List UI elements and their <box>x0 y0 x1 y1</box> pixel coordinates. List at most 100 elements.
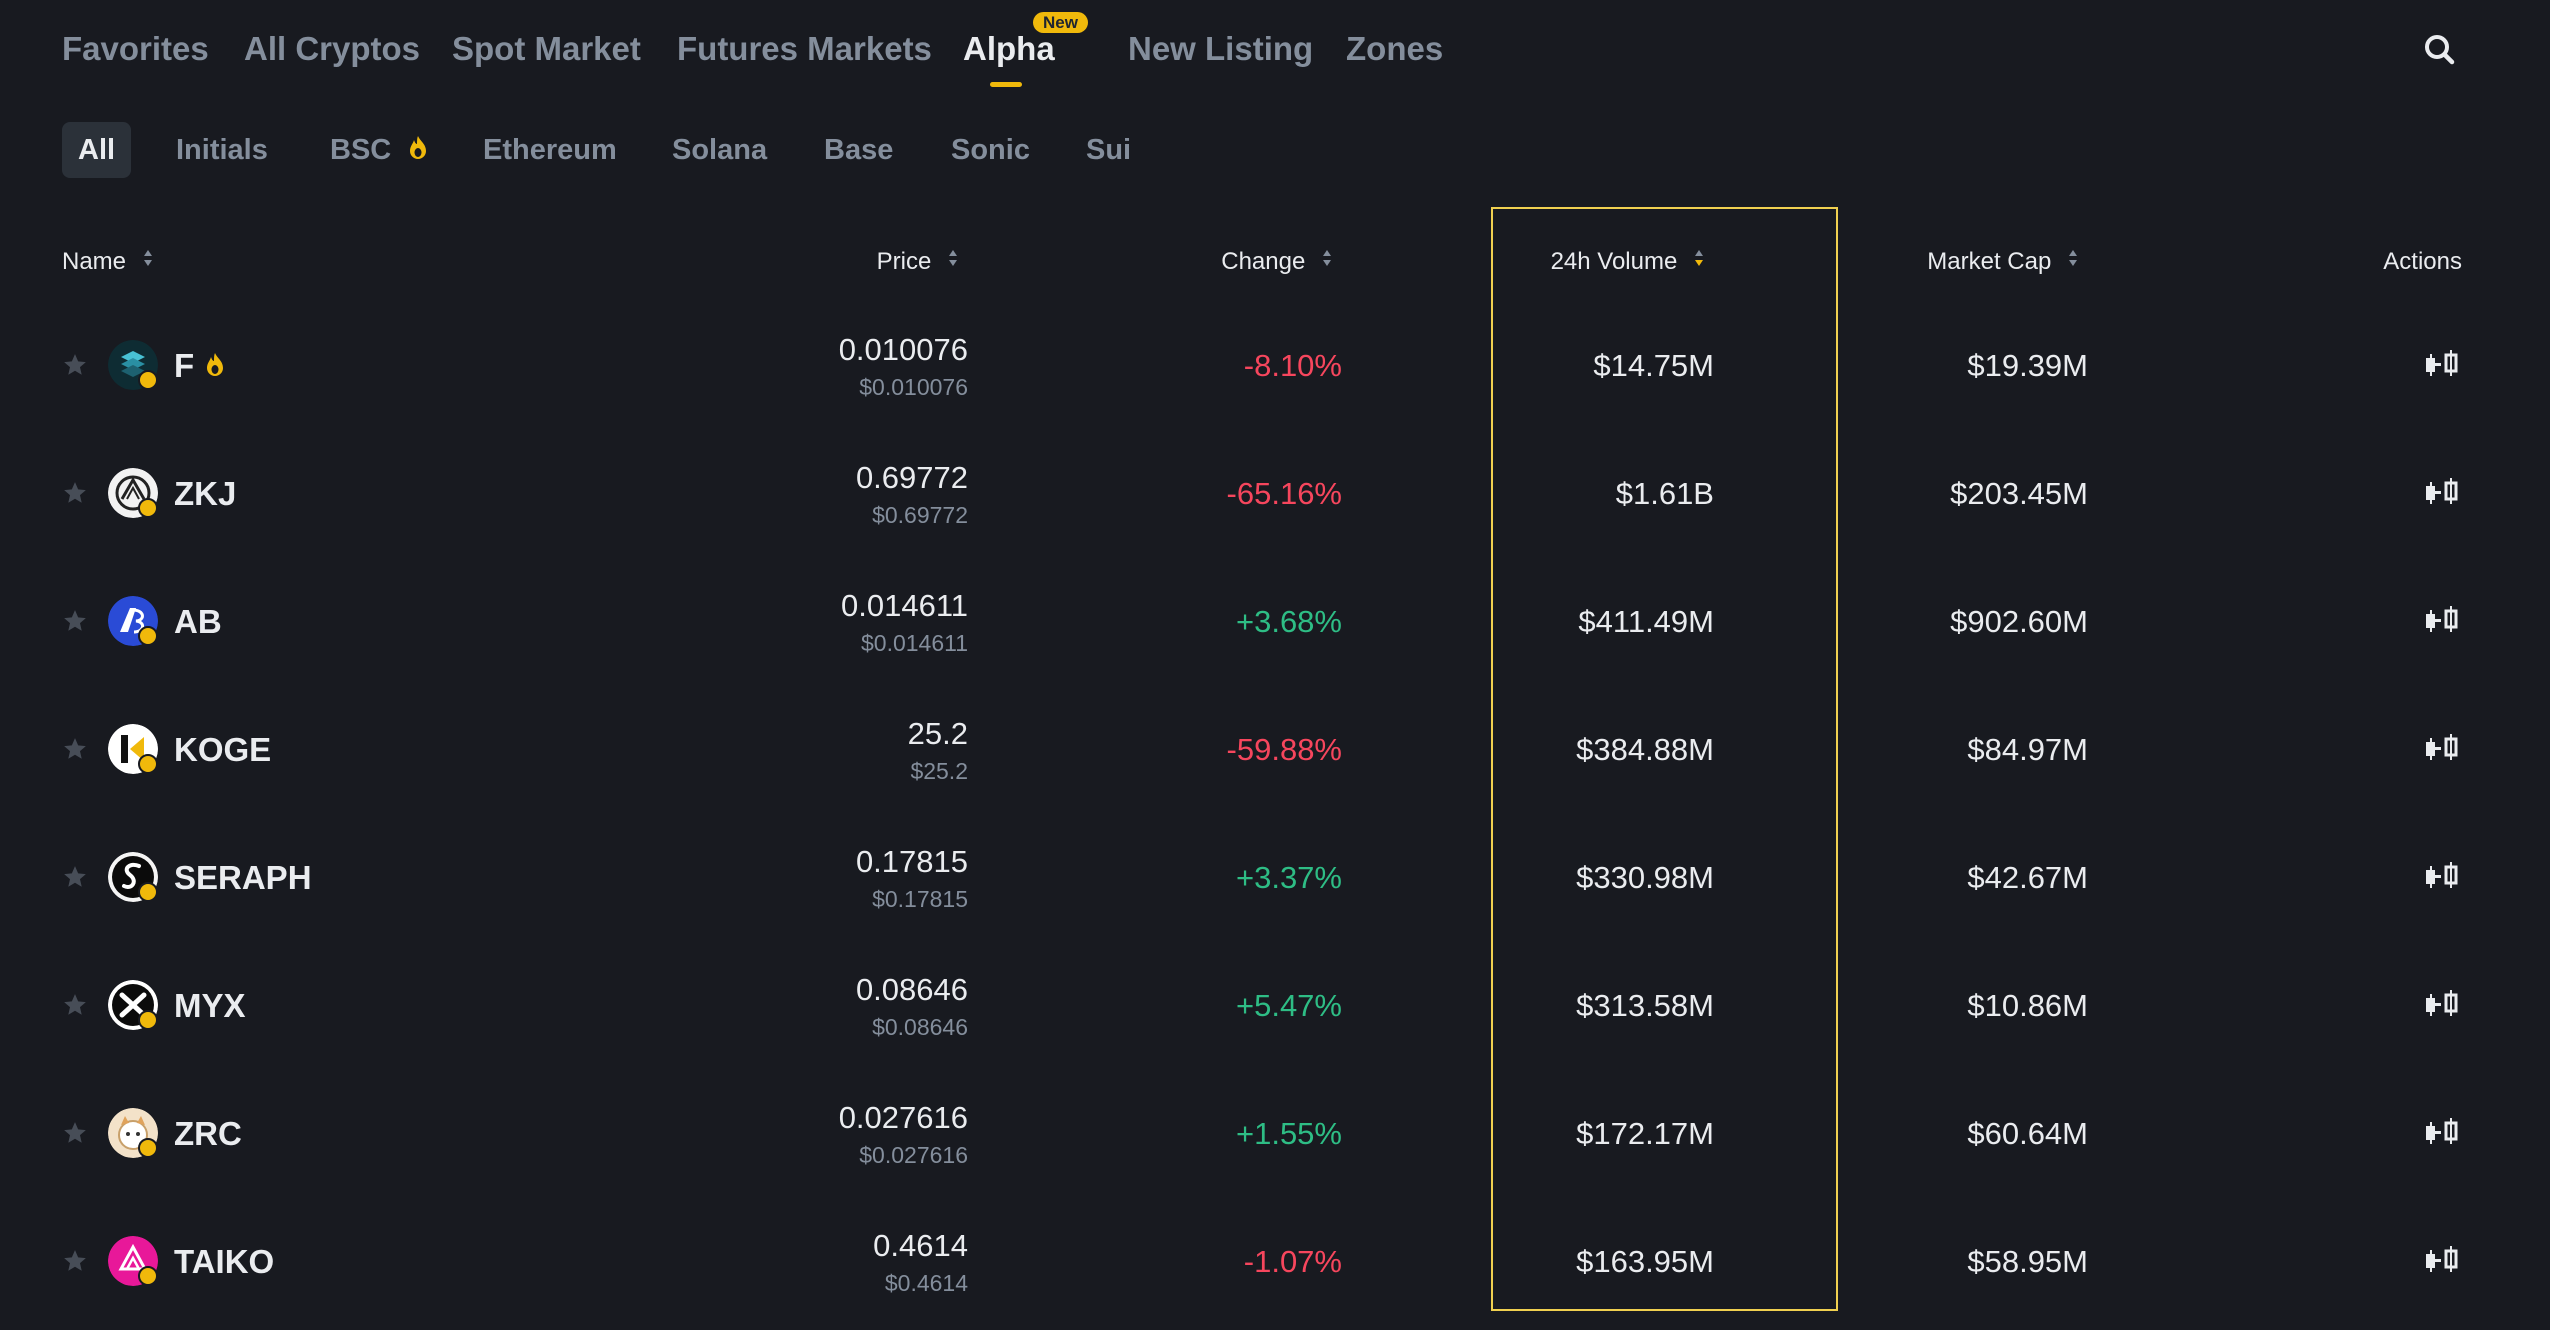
table-row[interactable]: TAIKO 0.4614 $0.4614 -1.07% $163.95M $58… <box>0 1198 2550 1326</box>
header-actions-label: Actions <box>2383 248 2462 275</box>
fire-icon <box>410 136 427 159</box>
change-percent: -8.10% <box>1243 348 1342 383</box>
star-icon[interactable] <box>62 864 88 890</box>
header-name-label: Name <box>62 248 127 275</box>
filter-all[interactable]: All <box>62 122 132 178</box>
change-percent: -1.07% <box>1243 1244 1342 1279</box>
price: 0.69772 <box>855 460 968 495</box>
token-symbol[interactable]: TAIKO <box>174 1243 275 1280</box>
table-row[interactable]: ZRC 0.027616 $0.027616 +1.55% $172.17M $… <box>0 1070 2550 1198</box>
volume-24h: $163.95M <box>1576 1244 1714 1279</box>
table-row[interactable]: KOGE 25.2 $25.2 -59.88% $384.88M $84.97M <box>0 686 2550 814</box>
fire-icon <box>207 353 223 376</box>
volume-24h: $313.58M <box>1576 988 1714 1023</box>
volume-24h: $172.17M <box>1576 1116 1714 1151</box>
change-percent: -59.88% <box>1226 732 1342 767</box>
token-symbol[interactable]: KOGE <box>174 731 272 768</box>
filter-base[interactable]: Base <box>824 122 893 178</box>
price-usd: $0.027616 <box>859 1142 968 1168</box>
table-row[interactable]: MYX 0.08646 $0.08646 +5.47% $313.58M $10… <box>0 942 2550 1070</box>
filter-solana[interactable]: Solana <box>672 122 767 178</box>
price-usd: $0.014611 <box>860 630 968 656</box>
price: 0.4614 <box>873 1228 968 1263</box>
tab-all-cryptos[interactable]: All Cryptos <box>244 30 421 67</box>
tab-futures-markets[interactable]: Futures Markets <box>677 30 932 67</box>
star-icon[interactable] <box>62 992 88 1018</box>
price-usd: $0.69772 <box>872 502 968 528</box>
price-usd: $0.4614 <box>884 1270 968 1296</box>
alpha-badge-icon <box>138 882 158 902</box>
token-symbol[interactable]: SERAPH <box>174 859 312 896</box>
token-symbol[interactable]: MYX <box>174 987 246 1024</box>
price: 0.027616 <box>838 1100 968 1135</box>
trade-icon[interactable] <box>2424 1114 2460 1150</box>
filter-sonic-label: Sonic <box>951 134 1030 166</box>
token-symbol[interactable]: AB <box>174 603 222 640</box>
header-name[interactable]: Name <box>62 248 153 276</box>
table-row[interactable]: ZKJ 0.69772 $0.69772 -65.16% $1.61B $203… <box>0 430 2550 558</box>
active-tab-indicator <box>990 82 1022 87</box>
header-volume-label: 24h Volume <box>1550 248 1678 275</box>
filter-all-label: All <box>78 134 116 166</box>
star-icon[interactable] <box>62 1120 88 1146</box>
change-percent: +1.55% <box>1235 1116 1342 1151</box>
price-usd: $0.17815 <box>872 886 968 912</box>
price-usd: $25.2 <box>910 758 968 784</box>
tab-favorites[interactable]: Favorites <box>62 30 209 67</box>
filter-initials[interactable]: Initials <box>176 122 268 178</box>
volume-24h: $1.61B <box>1615 476 1714 511</box>
header-price[interactable]: Price <box>877 248 958 276</box>
filter-sonic[interactable]: Sonic <box>951 122 1030 178</box>
star-icon[interactable] <box>62 480 88 506</box>
alpha-badge-icon <box>138 498 158 518</box>
sort-desc-icon <box>1695 250 1703 266</box>
tab-zones[interactable]: Zones <box>1346 30 1444 67</box>
trade-icon[interactable] <box>2424 602 2460 638</box>
header-change-label: Change <box>1221 248 1306 275</box>
market-cap: $10.86M <box>1967 988 2088 1023</box>
header-market-cap[interactable]: Market Cap <box>1927 248 2078 276</box>
trade-icon[interactable] <box>2424 858 2460 894</box>
trade-icon[interactable] <box>2424 346 2460 382</box>
trade-icon[interactable] <box>2424 986 2460 1022</box>
sort-icon <box>2069 250 2077 266</box>
market-cap: $58.95M <box>1967 1244 2088 1279</box>
star-icon[interactable] <box>62 352 88 378</box>
table-row[interactable]: F 0.010076 $0.010076 -8.10% $14.75M $19.… <box>0 302 2550 430</box>
header-market-cap-label: Market Cap <box>1927 248 2052 275</box>
header-24h-volume[interactable]: 24h Volume <box>1551 248 1704 276</box>
token-logo-f <box>108 340 158 390</box>
table-row[interactable]: AB 0.014611 $0.014611 +3.68% $411.49M $9… <box>0 558 2550 686</box>
tab-alpha[interactable]: Alpha <box>963 30 1055 67</box>
market-cap: $60.64M <box>1967 1116 2088 1151</box>
alpha-badge-icon <box>138 370 158 390</box>
header-price-label: Price <box>876 248 932 275</box>
filter-sui[interactable]: Sui <box>1086 122 1131 178</box>
table-row[interactable]: SERAPH 0.17815 $0.17815 +3.37% $330.98M … <box>0 814 2550 942</box>
filter-bsc[interactable]: BSC <box>330 122 429 178</box>
star-icon[interactable] <box>62 1248 88 1274</box>
trade-icon[interactable] <box>2424 730 2460 766</box>
header-change[interactable]: Change <box>1221 248 1332 276</box>
alpha-badge-icon <box>138 626 158 646</box>
token-symbol[interactable]: F <box>174 347 195 384</box>
trade-icon[interactable] <box>2424 1242 2460 1278</box>
market-cap: $84.97M <box>1967 732 2088 767</box>
market-cap: $19.39M <box>1967 348 2088 383</box>
token-symbol[interactable]: ZKJ <box>174 475 237 512</box>
filter-bsc-label: BSC <box>330 134 392 166</box>
star-icon[interactable] <box>62 608 88 634</box>
price: 0.010076 <box>838 332 968 367</box>
market-cap: $902.60M <box>1950 604 2088 639</box>
search-button[interactable] <box>2420 30 2460 70</box>
tab-new-listing[interactable]: New Listing <box>1128 30 1314 67</box>
trade-icon[interactable] <box>2424 474 2460 510</box>
alpha-badge-icon <box>138 1266 158 1286</box>
market-nav: Favorites All Cryptos Spot Market Future… <box>0 0 2550 100</box>
star-icon[interactable] <box>62 736 88 762</box>
token-symbol[interactable]: ZRC <box>174 1115 242 1152</box>
tab-spot-market[interactable]: Spot Market <box>452 30 641 67</box>
filter-ethereum[interactable]: Ethereum <box>483 122 617 178</box>
price: 0.08646 <box>855 972 968 1007</box>
price-usd: $0.08646 <box>872 1014 968 1040</box>
